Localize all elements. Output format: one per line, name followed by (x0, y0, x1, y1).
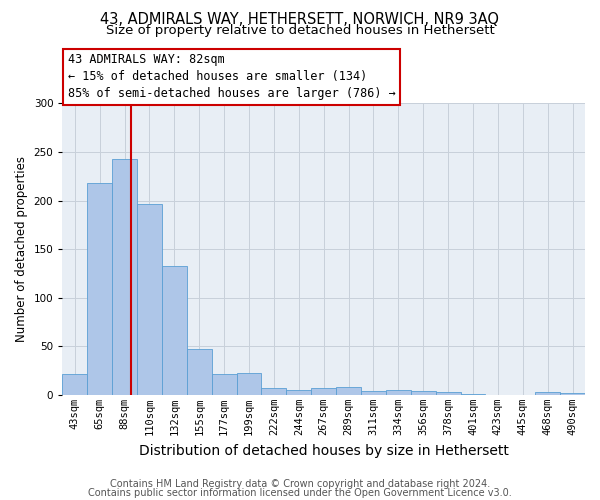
Bar (212, 374, 236, 395)
Bar (535, 392, 560, 395)
Bar (411, 391, 436, 395)
Bar (436, 392, 461, 395)
Text: 43 ADMIRALS WAY: 82sqm
← 15% of detached houses are smaller (134)
85% of semi-de: 43 ADMIRALS WAY: 82sqm ← 15% of detached… (68, 54, 395, 100)
Bar (87, 183, 112, 395)
Bar (236, 372, 262, 395)
Bar (361, 391, 386, 395)
Bar (62, 374, 87, 395)
Bar (137, 204, 162, 395)
Y-axis label: Number of detached properties: Number of detached properties (15, 156, 28, 342)
Text: Contains HM Land Registry data © Crown copyright and database right 2024.: Contains HM Land Registry data © Crown c… (110, 479, 490, 489)
Bar (560, 393, 585, 395)
Bar (311, 388, 336, 395)
Bar (187, 349, 212, 395)
Bar (162, 266, 187, 395)
Text: 43, ADMIRALS WAY, HETHERSETT, NORWICH, NR9 3AQ: 43, ADMIRALS WAY, HETHERSETT, NORWICH, N… (101, 12, 499, 28)
Bar (386, 390, 411, 395)
Bar (336, 387, 361, 395)
Text: Size of property relative to detached houses in Hethersett: Size of property relative to detached ho… (106, 24, 494, 37)
Bar (461, 394, 485, 395)
X-axis label: Distribution of detached houses by size in Hethersett: Distribution of detached houses by size … (139, 444, 509, 458)
Bar (262, 388, 286, 395)
Text: Contains public sector information licensed under the Open Government Licence v3: Contains public sector information licen… (88, 488, 512, 498)
Bar (286, 390, 311, 395)
Bar (112, 158, 137, 395)
